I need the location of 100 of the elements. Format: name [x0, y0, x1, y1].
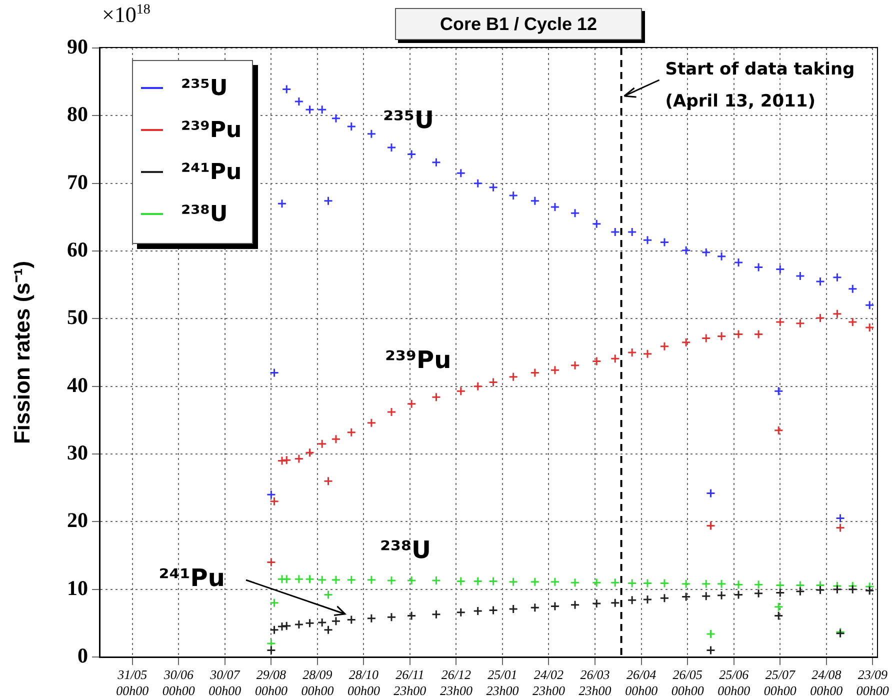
point [660, 578, 670, 588]
point [681, 338, 691, 348]
point [277, 456, 287, 466]
point [508, 372, 518, 382]
point [716, 252, 726, 262]
x-tick-label: 30/07 00h00 [208, 667, 242, 698]
point [681, 592, 691, 602]
point [754, 588, 764, 598]
point [642, 578, 652, 588]
x-tick-label: 28/09 00h00 [301, 667, 334, 698]
y-tick-label: 90 [67, 34, 88, 58]
point [716, 579, 726, 589]
point [592, 598, 602, 608]
point [282, 455, 292, 465]
point [610, 578, 620, 588]
point [570, 578, 580, 588]
point [282, 574, 292, 584]
point [530, 196, 540, 206]
point [627, 227, 637, 237]
point [431, 392, 441, 402]
point [305, 104, 314, 114]
point [716, 332, 726, 342]
point [346, 428, 356, 438]
point [530, 577, 540, 587]
point [627, 578, 637, 588]
point [386, 142, 396, 152]
point [864, 300, 874, 310]
point [832, 309, 842, 319]
point [660, 342, 670, 352]
point [592, 578, 602, 588]
point [550, 602, 560, 611]
x-tick-label: 26/11 23h00 [394, 667, 427, 698]
point [550, 202, 560, 212]
x-tick-label: 26/03 23h00 [578, 667, 612, 698]
point [706, 488, 716, 498]
point [386, 576, 396, 586]
point [864, 586, 874, 596]
point [592, 356, 602, 366]
point [775, 317, 785, 327]
point [266, 490, 276, 500]
point [488, 182, 498, 192]
point [366, 575, 376, 585]
point [774, 610, 784, 620]
point [681, 246, 691, 256]
point [706, 645, 716, 655]
point [324, 476, 334, 486]
point [305, 618, 314, 628]
point [734, 580, 744, 590]
x-tick-label: 31/05 00h00 [116, 667, 150, 698]
point [815, 276, 825, 286]
point [795, 318, 805, 328]
y-tick-label: 30 [67, 440, 88, 464]
point [570, 600, 580, 610]
point [331, 616, 341, 626]
point [848, 284, 858, 294]
point [305, 448, 314, 458]
annotation: ²³⁵U [383, 106, 434, 134]
y-tick-label: 20 [67, 508, 88, 532]
point [277, 622, 287, 632]
point [660, 593, 670, 603]
point [508, 190, 518, 200]
point [431, 576, 441, 586]
point [294, 574, 304, 584]
point [270, 496, 280, 506]
point [681, 579, 691, 589]
annotation: ²³⁹Pu [385, 346, 452, 374]
chart-title: Core B1 / Cycle 12 [395, 8, 642, 40]
y-tick-label: 60 [67, 237, 88, 262]
point [754, 580, 764, 590]
x-tick-label: 26/12 23h00 [440, 667, 473, 698]
point [386, 612, 396, 622]
y-tick-label: 10 [67, 576, 88, 600]
point [530, 602, 540, 612]
legend-label: ²⁴¹Pu [181, 160, 242, 184]
point [774, 602, 784, 612]
point [346, 575, 356, 585]
point [473, 178, 483, 188]
point [294, 620, 304, 630]
point [324, 625, 334, 635]
point [795, 271, 805, 281]
x-tick-label: 30/06 00h00 [162, 667, 196, 698]
point [716, 590, 726, 600]
x-tick-label: 25/01 23h00 [486, 667, 520, 698]
point [701, 248, 711, 258]
point [386, 407, 396, 417]
point [836, 514, 846, 524]
point [754, 262, 764, 272]
point [701, 579, 711, 589]
point [270, 598, 280, 608]
point [848, 584, 858, 594]
text: ×10$^{18}$ [102, 2, 150, 28]
point [406, 399, 416, 409]
point [832, 272, 842, 282]
point [406, 149, 416, 159]
legend-label: ²³⁹Pu [181, 118, 242, 142]
ref-line-label: Start of data taking (April 13, 2011) [665, 59, 855, 112]
point [473, 576, 483, 586]
point [706, 520, 716, 530]
y-tick-label: 0 [78, 643, 88, 668]
point [488, 606, 498, 616]
